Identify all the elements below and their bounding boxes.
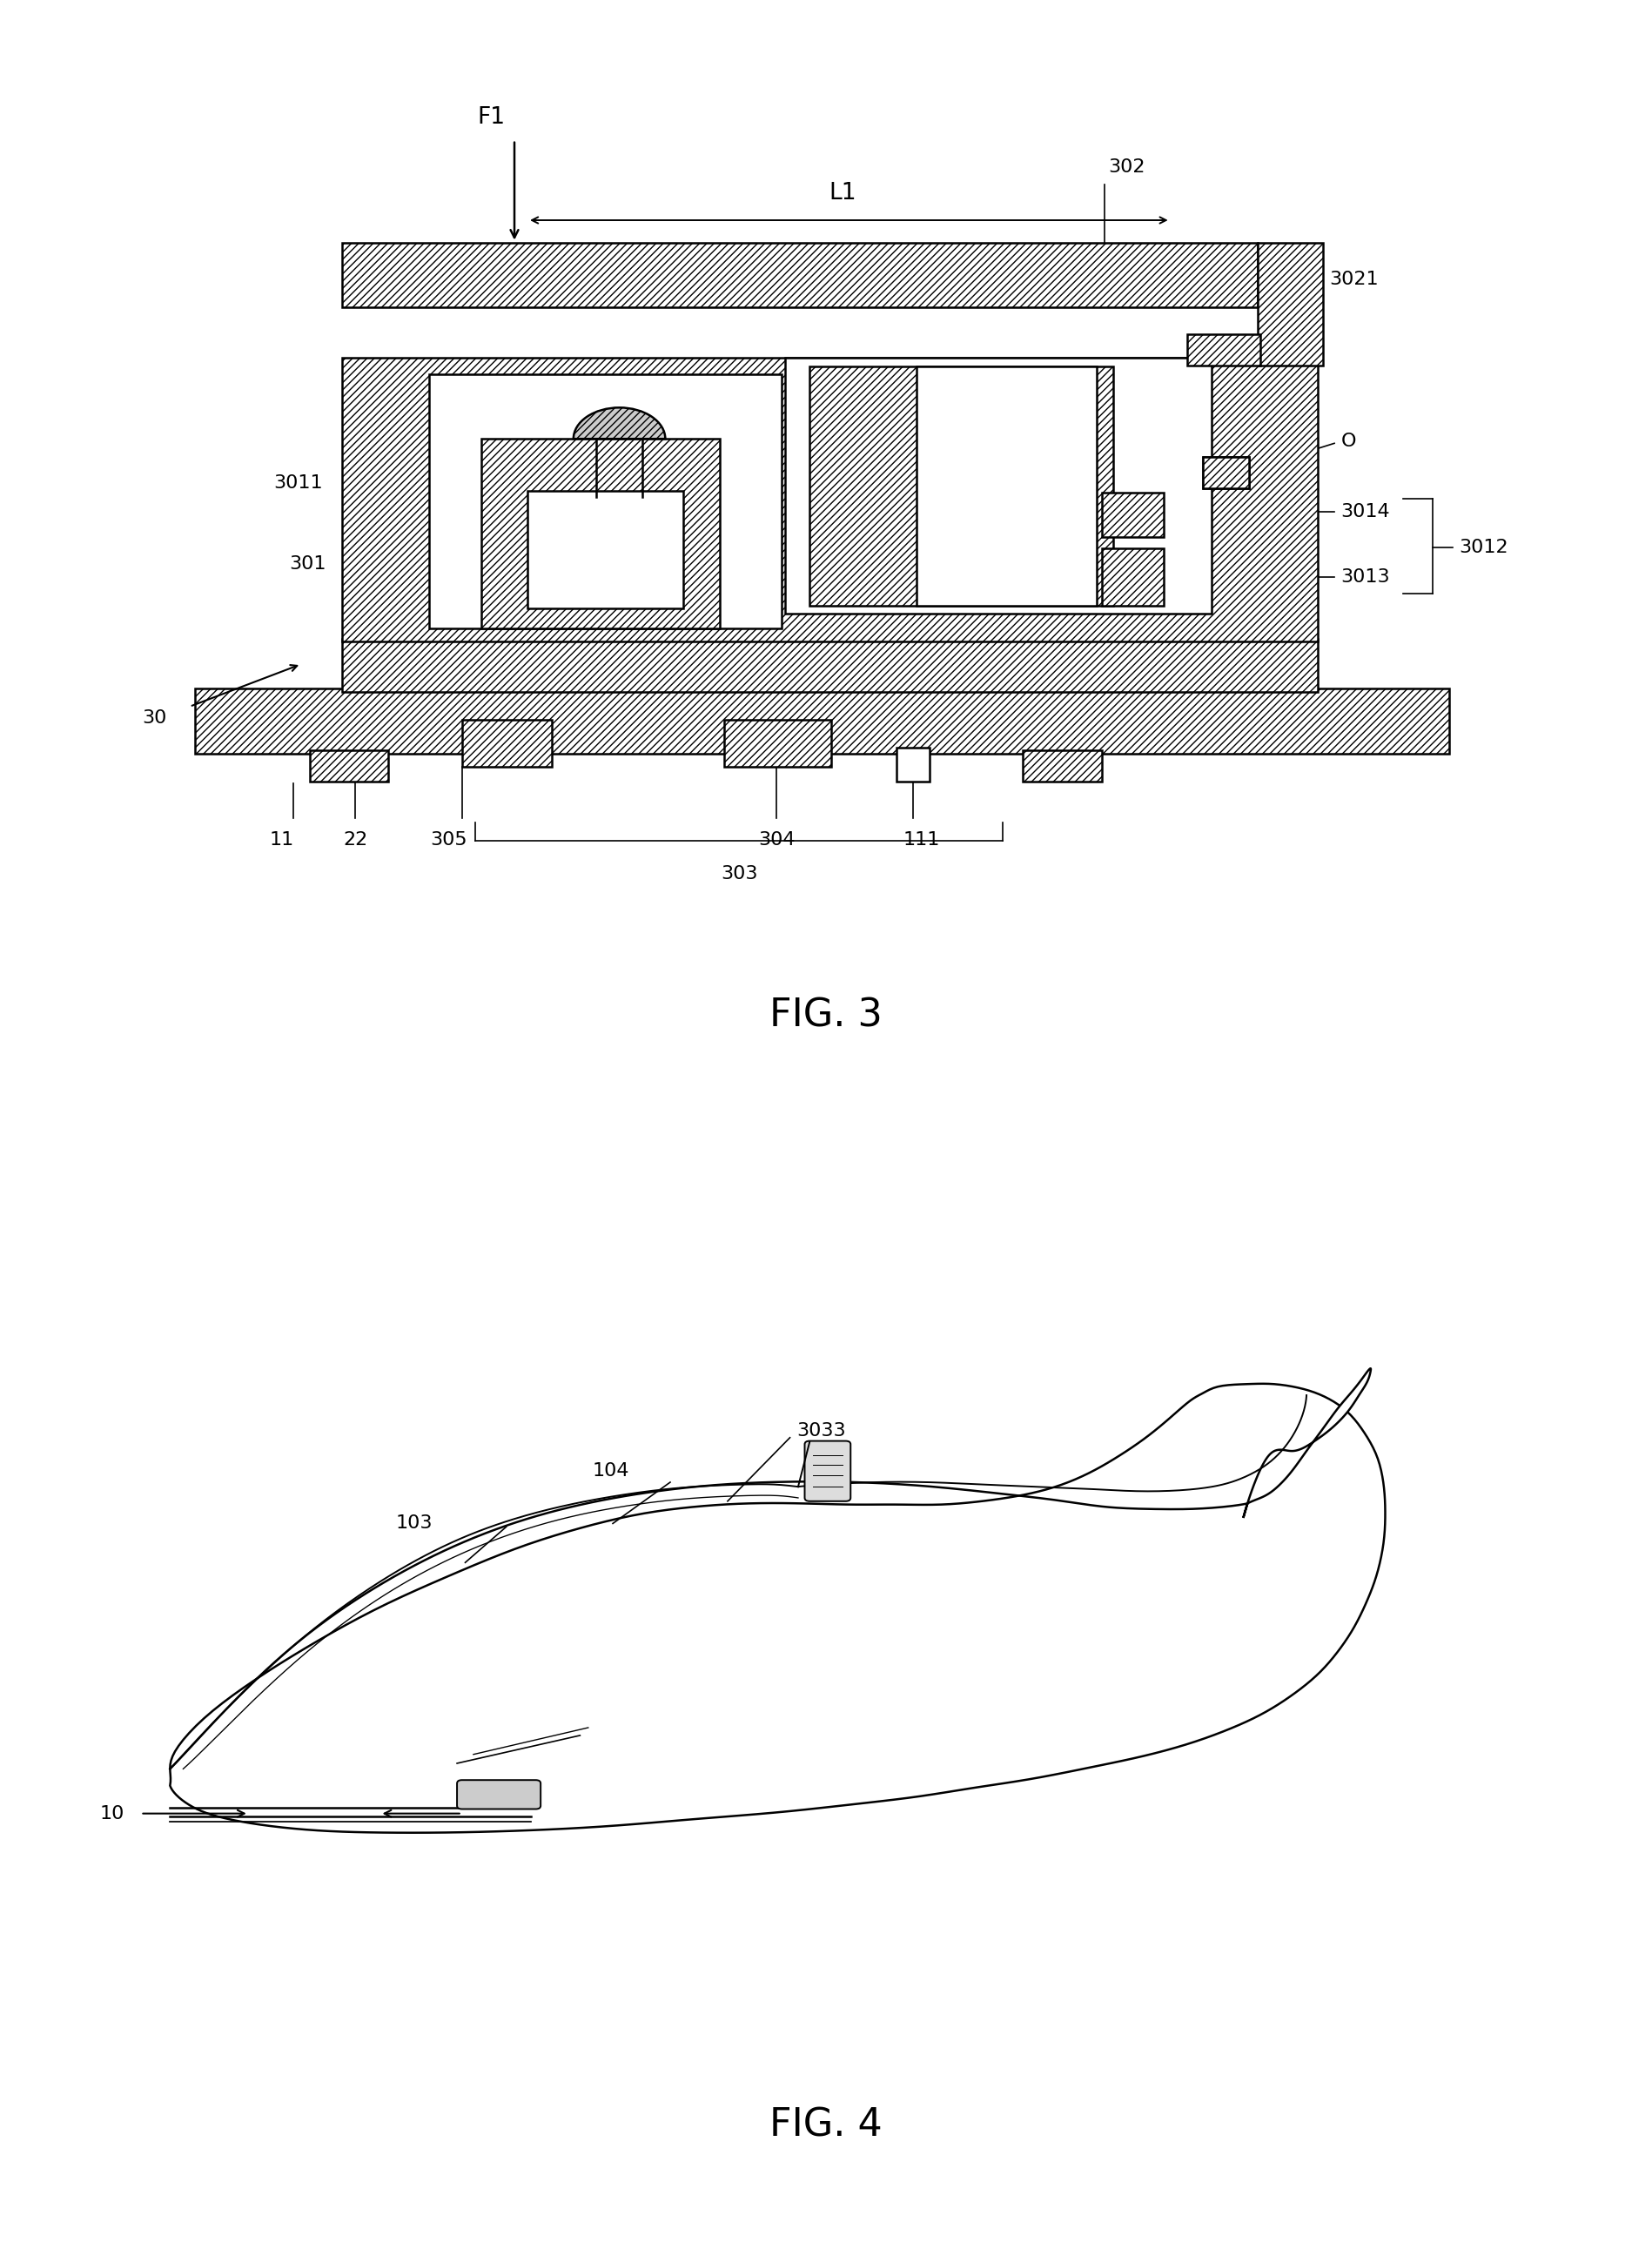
Text: 10: 10 — [99, 1804, 124, 1822]
Text: 22: 22 — [344, 832, 368, 848]
Text: 11: 11 — [269, 832, 294, 848]
Text: 104: 104 — [591, 1462, 629, 1480]
Bar — [430, 373, 781, 627]
Bar — [1186, 335, 1260, 364]
Text: FIG. 3: FIG. 3 — [770, 996, 882, 1035]
Text: 3014: 3014 — [1341, 502, 1391, 520]
Bar — [342, 243, 1257, 308]
Bar — [1102, 493, 1163, 538]
Bar — [897, 749, 930, 780]
Bar — [195, 688, 1449, 753]
Bar — [1257, 243, 1323, 364]
Text: L1: L1 — [829, 182, 856, 205]
Text: 301: 301 — [289, 556, 325, 573]
Text: FIG. 4: FIG. 4 — [770, 2107, 882, 2146]
Text: O: O — [1341, 432, 1356, 450]
Text: 30: 30 — [142, 708, 167, 726]
FancyBboxPatch shape — [458, 1779, 540, 1808]
Bar — [785, 358, 1211, 614]
Text: 111: 111 — [902, 832, 940, 848]
Text: 3033: 3033 — [796, 1421, 846, 1439]
Bar — [1023, 749, 1102, 780]
Bar — [917, 367, 1097, 607]
FancyBboxPatch shape — [805, 1442, 851, 1500]
Text: 303: 303 — [720, 866, 758, 882]
Text: 305: 305 — [430, 832, 468, 848]
Polygon shape — [1244, 1367, 1371, 1518]
Text: 304: 304 — [758, 832, 795, 848]
Bar — [342, 358, 1318, 641]
Bar — [1203, 457, 1249, 488]
Text: 3013: 3013 — [1341, 569, 1391, 585]
Bar — [342, 639, 1318, 693]
Text: 3021: 3021 — [1330, 270, 1379, 288]
Bar — [527, 490, 684, 609]
Polygon shape — [170, 1383, 1386, 1833]
Bar — [809, 367, 1113, 607]
Text: 3011: 3011 — [273, 475, 322, 493]
Text: 3012: 3012 — [1459, 538, 1508, 556]
Bar — [1203, 457, 1249, 488]
Bar — [724, 720, 831, 767]
Bar — [309, 749, 388, 780]
Bar — [482, 439, 719, 627]
Bar — [1102, 549, 1163, 607]
Text: 103: 103 — [395, 1516, 433, 1532]
Text: 302: 302 — [1108, 157, 1145, 175]
Wedge shape — [573, 407, 666, 439]
Bar — [463, 720, 552, 767]
Text: F1: F1 — [477, 106, 506, 128]
